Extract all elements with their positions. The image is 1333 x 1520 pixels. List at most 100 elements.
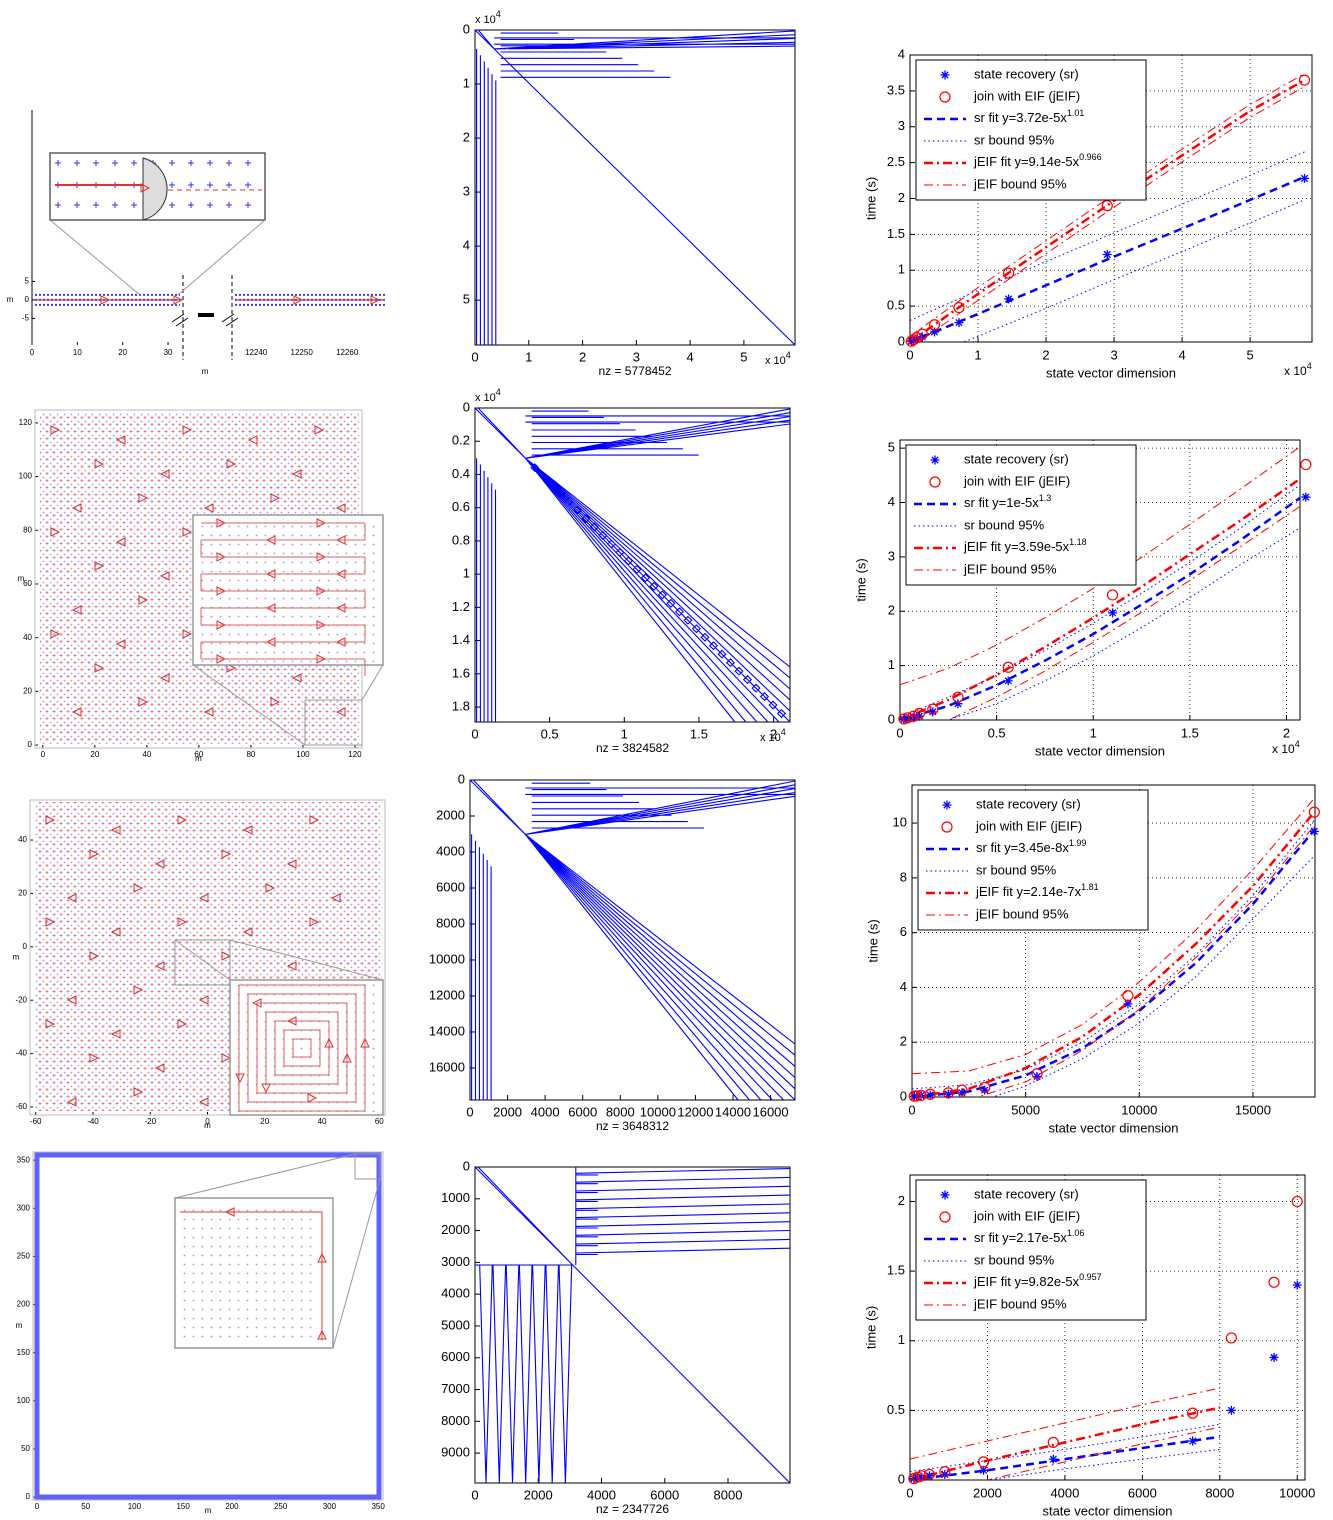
legend-label: sr bound 95% [974, 1252, 1055, 1267]
y-tick-label: 350 [17, 1155, 31, 1164]
y-tick-label: 6000 [441, 1349, 470, 1364]
y-tick-label: 2000 [436, 807, 465, 822]
x-tick-label: 4 [1178, 347, 1185, 362]
data-point [1033, 1072, 1042, 1081]
x-tick-label: 60 [375, 1117, 384, 1126]
x-tick-label: 120 [348, 750, 362, 759]
data-point [1108, 608, 1117, 617]
x-tick-label: 12000 [677, 1104, 713, 1119]
x-axis-label: state vector dimension [1042, 1503, 1172, 1518]
x-axis-label: state vector dimension [1048, 1120, 1178, 1135]
legend-label: jEIF bound 95% [973, 1296, 1067, 1311]
legend-label-text: jEIF fit y=2.14e-7x [975, 884, 1082, 899]
x-axis-label: m [204, 1121, 211, 1130]
ellipsis [198, 313, 214, 317]
y-tick-label: 4 [463, 238, 470, 253]
y-tick-label: 0 [25, 295, 30, 304]
x-axis-label: nz = 2347726 [596, 1502, 669, 1516]
x-tick-label: 100 [296, 750, 310, 759]
legend-label-text: jEIF fit y=9.14e-5x [973, 154, 1080, 169]
x-tick-label: 0 [471, 1487, 478, 1502]
x-tick-label: 2000 [973, 1485, 1002, 1500]
y-tick-label: 4000 [441, 1286, 470, 1301]
x-tick-label: 5000 [1011, 1102, 1040, 1117]
y-tick-label: 40 [23, 633, 32, 642]
x-tick-label: 0 [908, 1102, 915, 1117]
data-point [1188, 1437, 1197, 1446]
x-tick-label: 8000 [714, 1487, 743, 1502]
x-tick-label: 0 [30, 348, 35, 357]
y-tick-label: 8 [900, 869, 907, 884]
y-tick-label: 40 [18, 835, 27, 844]
y-axis-multiplier-text: x 10 [475, 14, 496, 26]
x-tick-label: 0.5 [988, 725, 1006, 740]
x-axis-multiplier-text: x 10 [1272, 742, 1295, 756]
legend-label: state recovery (sr) [974, 66, 1079, 81]
y-tick-label: 1.2 [452, 599, 470, 614]
y-tick-label: 2000 [441, 1222, 470, 1237]
y-axis-multiplier-exponent: 4 [496, 387, 501, 397]
data-point [1004, 676, 1013, 685]
x-axis-label: state vector dimension [1046, 365, 1176, 380]
y-tick-label: 0 [898, 333, 905, 348]
legend-label-text: sr fit y=3.45e-8x [976, 840, 1069, 855]
x-tick-label: 2 [1283, 725, 1290, 740]
y-axis-multiplier: x 104 [475, 9, 501, 26]
y-tick-label: 1 [463, 566, 470, 581]
y-tick-label: 20 [23, 686, 32, 695]
x-tick-label: 50 [81, 1502, 90, 1511]
y-tick-label: 3000 [441, 1254, 470, 1269]
y-tick-label: 5 [888, 440, 895, 455]
x-axis-multiplier: x 104 [765, 350, 791, 367]
x-axis-multiplier-exponent: 4 [781, 727, 786, 737]
y-axis-label: m [16, 1321, 23, 1330]
x-tick-label: 0 [471, 726, 478, 741]
legend-label-text: jEIF fit y=9.82e-5x [973, 1274, 1080, 1289]
y-tick-label: 4 [898, 46, 905, 61]
y-tick-label: 5000 [441, 1317, 470, 1332]
legend-marker [941, 71, 950, 80]
y-tick-label: 1 [898, 262, 905, 277]
legend-marker [943, 801, 952, 810]
y-tick-label: 3 [898, 118, 905, 133]
zoom-lines [50, 220, 265, 295]
y-tick-label: 16000 [429, 1059, 465, 1074]
y-tick-label: 4 [900, 979, 907, 994]
x-tick-label: 3 [1110, 347, 1117, 362]
figure: 0102030122401225012260-505mm012345012345… [0, 0, 1333, 1520]
x-tick-label: 10 [73, 348, 82, 357]
y-tick-label: 1 [898, 1332, 905, 1347]
x-tick-label: 80 [246, 750, 255, 759]
x-tick-label: 150 [176, 1502, 190, 1511]
x-tick-label: 2 [579, 349, 586, 364]
x-tick-label: 20 [90, 750, 99, 759]
y-tick-label: 100 [19, 472, 33, 481]
legend-label: join with EIF (jEIF) [973, 88, 1080, 103]
x-tick-label: 1 [1090, 725, 1097, 740]
legend-label: sr bound 95% [976, 862, 1057, 877]
data-point [915, 712, 924, 721]
x-tick-label: 0 [471, 349, 478, 364]
x-axis-multiplier-exponent: 4 [1295, 739, 1300, 749]
y-tick-label: 6000 [436, 879, 465, 894]
x-tick-label: 40 [318, 1117, 327, 1126]
y-tick-label: 2 [900, 1034, 907, 1049]
y-tick-label: 150 [17, 1348, 31, 1357]
y-tick-label: 3.5 [887, 82, 905, 97]
x-axis-multiplier-exponent: 4 [1307, 361, 1312, 371]
x-tick-label: -20 [144, 1117, 156, 1126]
inset-dots [178, 1203, 318, 1343]
x-tick-label: 1 [525, 349, 532, 364]
legend-label: jEIF bound 95% [963, 561, 1057, 576]
legend-label: join with EIF (jEIF) [963, 473, 1070, 488]
x-tick-label: 14000 [715, 1104, 751, 1119]
y-tick-label: 0 [888, 711, 895, 726]
x-tick-label: 2 [1042, 347, 1049, 362]
x-axis-label: nz = 5778452 [598, 364, 671, 378]
x-axis-label: nz = 3824582 [596, 741, 669, 755]
y-tick-label: 5 [25, 277, 30, 286]
y-tick-label: 200 [17, 1300, 31, 1309]
y-tick-label: 0 [26, 1492, 31, 1501]
x-tick-label: 250 [274, 1502, 288, 1511]
x-tick-label: 2000 [493, 1104, 522, 1119]
